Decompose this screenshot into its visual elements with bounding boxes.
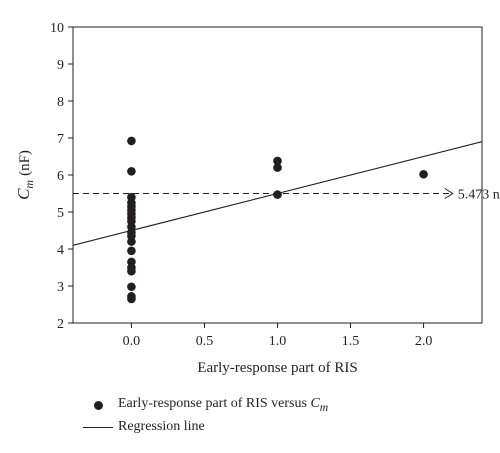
data-point bbox=[127, 294, 136, 304]
y-tick-label: 6 bbox=[57, 169, 64, 184]
legend-item-regression: Regression line bbox=[78, 416, 328, 438]
x-tick-label: 0.0 bbox=[123, 334, 141, 349]
x-tick-label: 1.0 bbox=[269, 334, 287, 349]
x-tick-label: 1.5 bbox=[342, 334, 360, 349]
x-axis-title: Early-response part of RIS bbox=[197, 360, 357, 376]
y-tick-label: 8 bbox=[57, 95, 64, 110]
data-point bbox=[273, 190, 282, 199]
y-tick-label: 2 bbox=[57, 317, 64, 332]
data-point bbox=[127, 136, 136, 146]
legend-item-scatter: Early-response part of RIS versus Cm bbox=[78, 394, 328, 416]
legend-label-scatter: Early-response part of RIS versus Cm bbox=[118, 396, 329, 414]
y-tick-label: 7 bbox=[57, 132, 64, 147]
plot-axes bbox=[68, 26, 483, 328]
legend: Early-response part of RIS versus Cm Reg… bbox=[78, 394, 328, 438]
y-axis-title: Cm (nF) bbox=[14, 150, 36, 200]
y-tick-label: 5 bbox=[57, 206, 64, 221]
data-point bbox=[127, 266, 136, 276]
y-axis-unit: (nF) bbox=[17, 150, 33, 176]
x-tick-label: 2.0 bbox=[415, 334, 433, 349]
y-tick-label: 9 bbox=[57, 58, 64, 73]
plot-marks bbox=[73, 136, 482, 304]
x-tick-label: 0.5 bbox=[196, 334, 214, 349]
data-point bbox=[127, 246, 136, 256]
legend-label-regression: Regression line bbox=[118, 419, 205, 434]
legend-line-marker bbox=[78, 426, 118, 428]
legend-dot-marker bbox=[78, 400, 118, 410]
reference-label: 5.473 nF bbox=[458, 188, 500, 203]
data-point bbox=[419, 169, 428, 179]
y-tick-label: 10 bbox=[50, 21, 64, 36]
reference-arrowhead bbox=[444, 188, 454, 199]
data-point bbox=[127, 237, 136, 246]
plot-labels: 2 3 4 5 6 7 8 9 10 0.0 0.5 1.0 1.5 2.0 Early-response … bbox=[14, 21, 500, 376]
chart: 2 3 4 5 6 7 8 9 10 0.0 0.5 1.0 1.5 2.0 Early-response … bbox=[14, 21, 500, 376]
y-tick-label: 3 bbox=[57, 280, 64, 295]
y-axis-symbol: C bbox=[14, 188, 33, 200]
y-tick-label: 4 bbox=[57, 243, 64, 258]
data-point bbox=[273, 163, 282, 172]
data-point bbox=[127, 282, 136, 292]
y-axis-subscript: m bbox=[22, 180, 36, 189]
data-point bbox=[273, 156, 282, 166]
data-point bbox=[127, 167, 136, 176]
